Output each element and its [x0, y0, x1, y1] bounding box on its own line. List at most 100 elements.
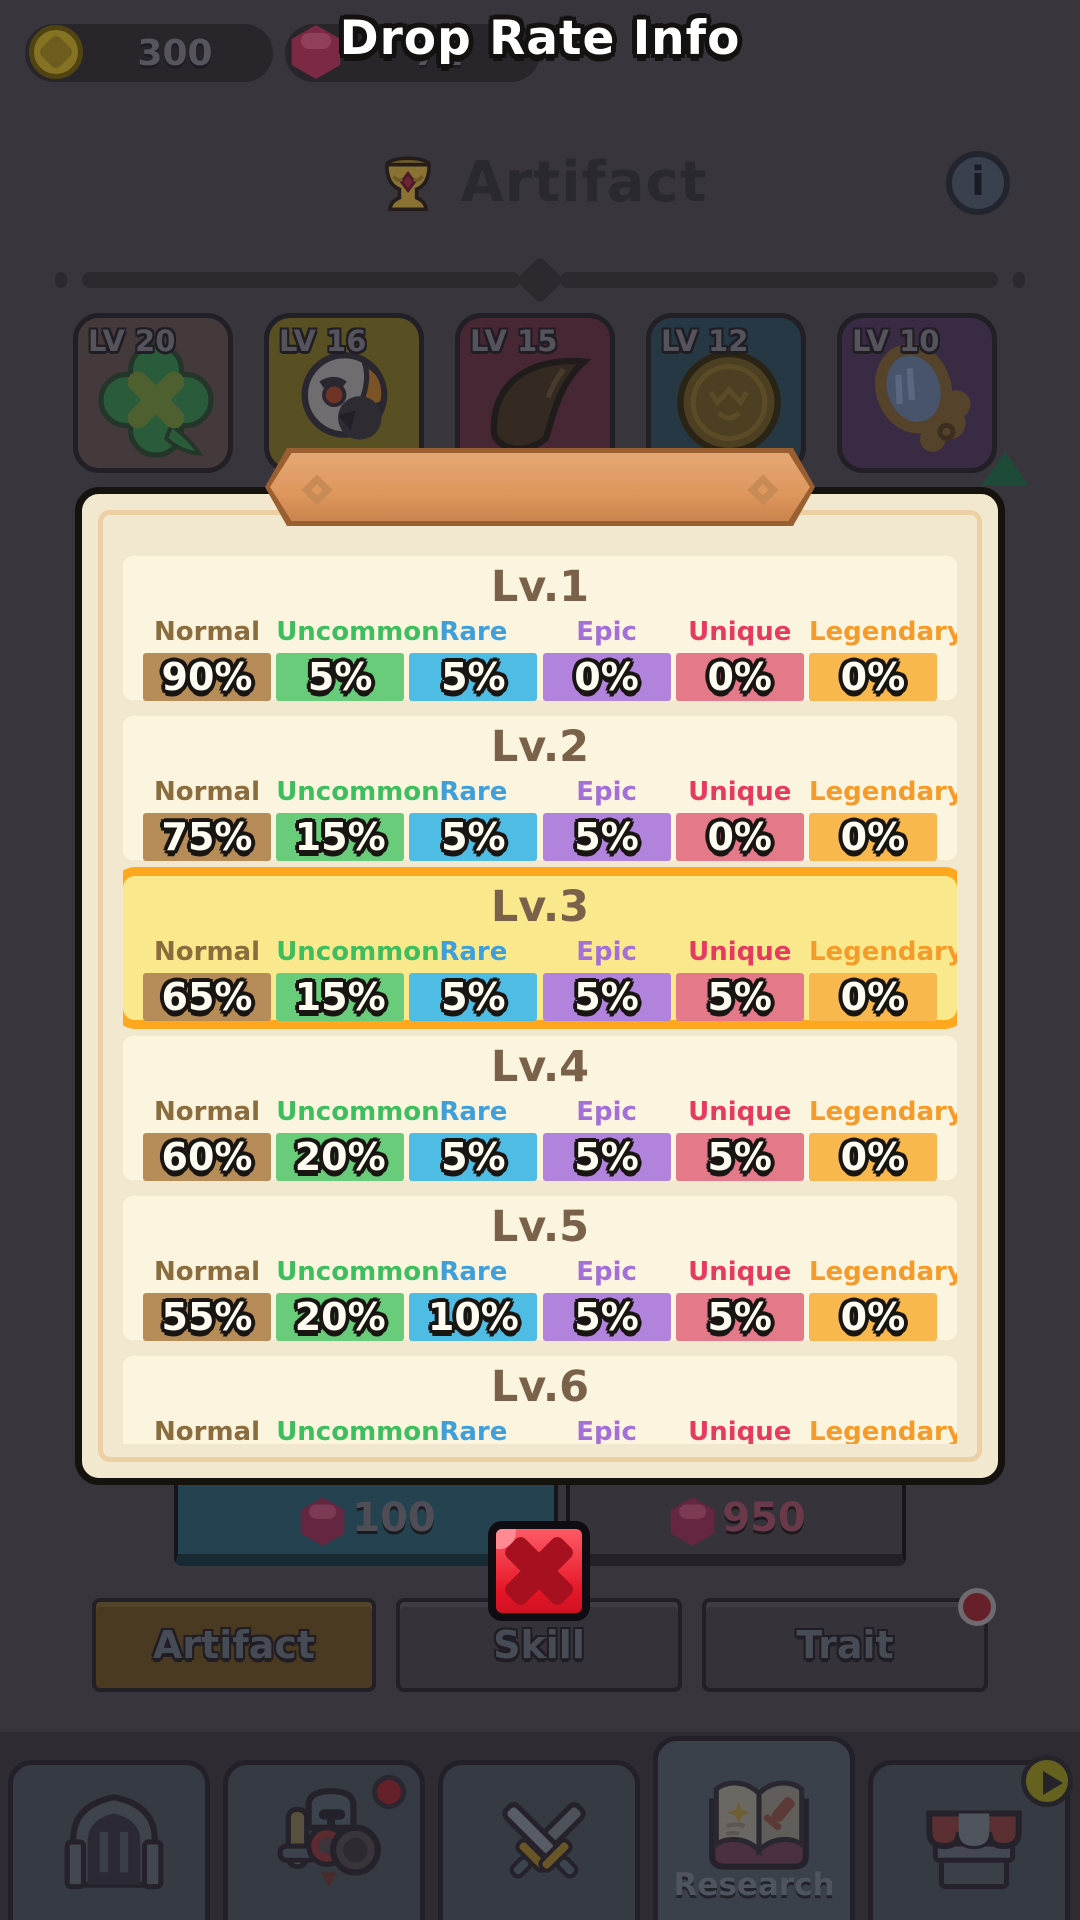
rarity-column-rare: Rare 5% [409, 1099, 538, 1181]
rarity-label: Unique [688, 617, 792, 647]
tab-label: Artifact [152, 1623, 316, 1667]
divider-bar-left [82, 272, 520, 288]
card-level-badge: LV 12 [661, 324, 749, 358]
drop-rate-list: Lv.1 Normal 90% Uncommon 5% Rare 5% Epic 0% Uniqu… [123, 510, 957, 1444]
drop-rate-value: 60% [161, 1135, 253, 1179]
rarity-column-rare: Rare [409, 1417, 537, 1445]
artifact-card-horn[interactable]: LV 15 [455, 313, 615, 473]
rarity-column-legendary: Legendary 0% [808, 779, 957, 861]
drop-rate-value: 0% [574, 655, 639, 699]
rarity-chip: 5% [675, 1293, 804, 1341]
drop-rate-row-lv6: Lv.6 Normal Uncommon Rare Epic Unique Legendar… [123, 1356, 957, 1444]
artifact-card-mirror[interactable]: LV 10 [837, 313, 997, 473]
rarity-chip: 0% [808, 813, 937, 861]
rarity-column-unique: Unique 0% [675, 617, 804, 701]
rarity-chip: 65% [143, 973, 271, 1021]
rarity-chip: 5% [675, 1133, 804, 1181]
shop-stall-icon [926, 1810, 1022, 1890]
modal-title-banner [265, 448, 815, 526]
tab-label: Trait [796, 1623, 894, 1667]
rarity-label: Uncommon [276, 1417, 440, 1445]
rarity-chip: 0% [675, 653, 804, 701]
rarity-chip: 5% [675, 973, 804, 1021]
rarity-column-uncommon: Uncommon 20% [276, 1099, 440, 1181]
gold-amount: 300 [137, 32, 213, 74]
rarity-chip: 5% [542, 1133, 671, 1181]
rarity-label: Legendary [808, 1417, 957, 1445]
nav-item-home[interactable] [8, 1760, 210, 1920]
rarity-label: Normal [154, 1097, 260, 1127]
modal-title: Drop Rate Info [339, 11, 741, 66]
drop-rate-value: 5% [707, 975, 772, 1019]
drop-rate-row-lv4: Lv.4 Normal 60% Uncommon 20% Rare 5% Epic 5% Uniq… [123, 1036, 957, 1181]
buy-cost-button[interactable]: 950 [566, 1478, 906, 1566]
rarity-chip: 5% [276, 653, 405, 701]
rarity-column-normal: Normal [143, 1419, 271, 1445]
tab-label: Skill [493, 1623, 585, 1667]
drop-rate-value: 0% [707, 815, 772, 859]
rarity-chip: 0% [808, 1293, 937, 1341]
rarity-column-epic: Epic [543, 1417, 671, 1445]
divider-diamond [515, 255, 565, 305]
castle-gate-icon [64, 1794, 164, 1890]
nav-item-research[interactable]: Research [653, 1736, 855, 1920]
card-level-badge: LV 16 [279, 324, 367, 358]
rarity-chip: 75% [143, 813, 271, 861]
rarity-label: Epic [576, 617, 637, 647]
gem-icon [669, 1497, 715, 1546]
drop-rate-value: 5% [707, 1135, 772, 1179]
drop-rate-value: 5% [574, 1135, 639, 1179]
rarity-chip: 5% [542, 1293, 671, 1341]
rarity-chip: 15% [276, 813, 405, 861]
drop-rate-value: 5% [307, 655, 373, 699]
rarity-column-unique: Unique 5% [675, 1099, 804, 1181]
rarity-column-epic: Epic 5% [542, 939, 671, 1021]
rarity-label: Epic [576, 1257, 637, 1287]
rarity-label: Epic [576, 1417, 637, 1445]
rarity-chip: 0% [808, 653, 937, 701]
close-button[interactable] [488, 1521, 590, 1621]
drop-rate-value: 90% [161, 655, 253, 699]
shop-arrow-badge [1021, 1755, 1073, 1807]
rarity-label: Unique [688, 937, 792, 967]
notification-dot [372, 1775, 406, 1809]
drop-rate-value: 5% [441, 815, 506, 859]
gold-currency-pill: 300 [25, 24, 273, 82]
level-title: Lv.2 [490, 722, 590, 772]
tab-trait[interactable]: Trait [702, 1588, 996, 1692]
rarity-chip: 60% [143, 1133, 271, 1181]
drop-rate-row-lv2: Lv.2 Normal 75% Uncommon 15% Rare 5% Epic 5% Uniq… [123, 716, 957, 861]
rarity-label: Normal [154, 777, 260, 807]
nav-item-hero[interactable] [223, 1760, 425, 1920]
rarity-column-normal: Normal 75% [143, 779, 271, 861]
rarity-label: Normal [154, 937, 260, 967]
rarity-column-normal: Normal 65% [143, 939, 271, 1021]
rarity-chip: 15% [276, 973, 405, 1021]
level-title: Lv.6 [490, 1362, 590, 1412]
rarity-chip: 10% [409, 1293, 538, 1341]
rarity-column-legendary: Legendary 0% [808, 1259, 957, 1341]
nav-item-battle[interactable] [438, 1760, 640, 1920]
gem-icon [289, 25, 343, 79]
artifact-card-clover[interactable]: LV 20 [73, 313, 233, 473]
gem-amount: 72 [413, 32, 464, 74]
info-icon[interactable] [946, 151, 1010, 215]
rarity-chip: 20% [276, 1293, 405, 1341]
drop-rate-value: 5% [707, 1295, 772, 1339]
nav-item-shop[interactable] [868, 1755, 1073, 1920]
page-header: Artifact [0, 146, 1080, 218]
card-level-badge: LV 15 [470, 324, 558, 358]
tab-artifact[interactable]: Artifact [92, 1598, 376, 1692]
rarity-label: Rare [439, 1417, 508, 1445]
drop-rate-value: 5% [441, 975, 506, 1019]
drop-rate-value: 5% [574, 815, 639, 859]
rarity-chip: 0% [675, 813, 804, 861]
trophy-icon [385, 156, 432, 212]
knight-icon [277, 1788, 381, 1887]
level-title: Lv.1 [490, 562, 590, 612]
rarity-column-unique: Unique 5% [675, 937, 804, 1021]
gold-coin-icon [29, 25, 83, 79]
banner-inner [270, 453, 810, 521]
rarity-chip: 5% [542, 973, 671, 1021]
